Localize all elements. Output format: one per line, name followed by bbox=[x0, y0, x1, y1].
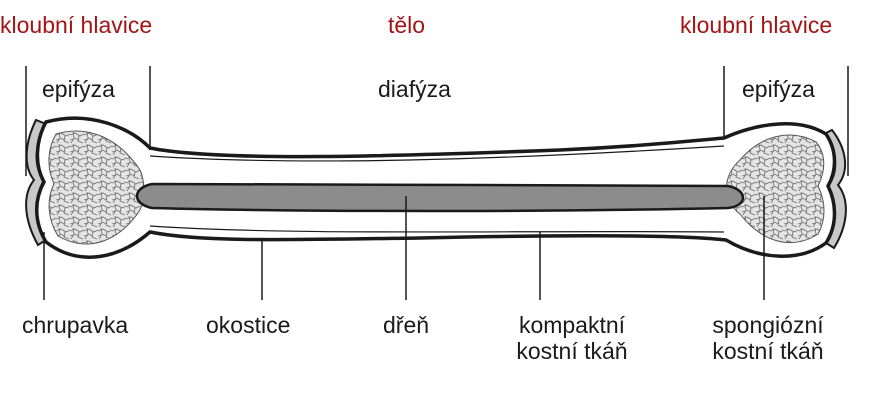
label-periosteum: okostice bbox=[206, 312, 291, 338]
label-marrow: dřeň bbox=[383, 312, 430, 338]
periosteum-line-bottom bbox=[149, 225, 725, 233]
label-right-epiphysis: epifýza bbox=[742, 76, 815, 102]
label-right-joint-head: kloubní hlavice bbox=[680, 12, 833, 38]
label-body: tělo bbox=[388, 12, 426, 38]
label-spongy-bone-line2: kostní tkáň bbox=[712, 338, 824, 365]
label-spongy-bone: spongiózní kostní tkáň bbox=[690, 312, 846, 365]
label-compact-bone-line1: kompaktní bbox=[518, 312, 626, 338]
label-spongy-bone-line1: spongiózní bbox=[712, 312, 824, 338]
marrow-cavity bbox=[135, 182, 745, 213]
label-cartilage: chrupavka bbox=[22, 312, 129, 338]
left-spongy-tissue bbox=[48, 130, 145, 245]
label-compact-bone-line2: kostní tkáň bbox=[516, 338, 628, 365]
label-left-joint-head: kloubní hlavice bbox=[0, 12, 153, 38]
label-left-epiphysis: epifýza bbox=[42, 76, 115, 102]
label-compact-bone: kompaktní kostní tkáň bbox=[494, 312, 650, 365]
periosteum-line bbox=[149, 145, 725, 162]
label-diaphysis: diafýza bbox=[378, 76, 451, 102]
